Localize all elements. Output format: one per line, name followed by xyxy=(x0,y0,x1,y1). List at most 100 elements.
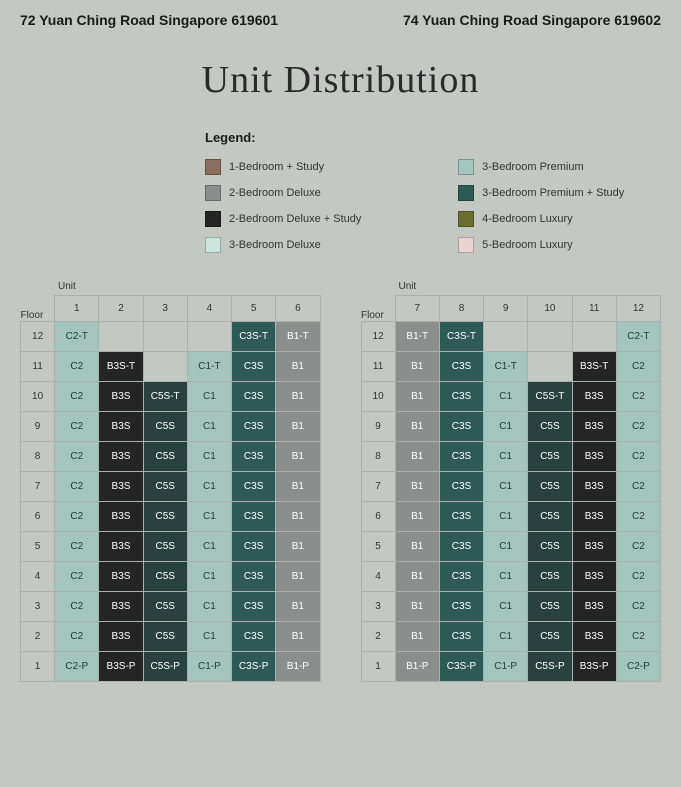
legend-label: 3-Bedroom Premium xyxy=(482,161,583,173)
unit-cell: C3S xyxy=(232,352,276,382)
unit-cell: C1 xyxy=(484,412,528,442)
unit-cell: C2 xyxy=(616,352,660,382)
unit-cell: B3S xyxy=(99,562,143,592)
unit-cell: C3S xyxy=(439,382,483,412)
table-row: 11C2B3S-TC1-TC3SB1 xyxy=(21,352,321,382)
unit-cell: C5S xyxy=(143,622,187,652)
unit-cell: C5S xyxy=(528,442,572,472)
unit-cell: C1 xyxy=(484,532,528,562)
column-header: 6 xyxy=(276,296,320,322)
table-row: 7B1C3SC1C5SB3SC2 xyxy=(361,472,661,502)
legend-label: 2-Bedroom Deluxe + Study xyxy=(229,213,361,225)
column-header: 4 xyxy=(187,296,231,322)
unit-cell: C3S xyxy=(439,562,483,592)
unit-cell: C5S xyxy=(143,502,187,532)
unit-cell: B3S-P xyxy=(99,652,143,682)
unit-cell: C2 xyxy=(616,592,660,622)
unit-cell: C3S xyxy=(232,382,276,412)
floor-header: 4 xyxy=(361,562,395,592)
unit-cell: C1 xyxy=(484,472,528,502)
unit-cell: B1-T xyxy=(276,322,320,352)
legend-label: 4-Bedroom Luxury xyxy=(482,213,573,225)
unit-cell: C1 xyxy=(187,502,231,532)
table-row: 8B1C3SC1C5SB3SC2 xyxy=(361,442,661,472)
unit-cell: C2 xyxy=(55,502,99,532)
legend-swatch xyxy=(458,211,474,227)
unit-cell: C3S xyxy=(232,622,276,652)
unit-cell: C1-P xyxy=(187,652,231,682)
unit-cell: C1 xyxy=(484,622,528,652)
legend-item: 2-Bedroom Deluxe + Study xyxy=(205,211,418,227)
legend-label: 5-Bedroom Luxury xyxy=(482,239,573,251)
unit-cell: B3S xyxy=(572,382,616,412)
unit-cell: C1 xyxy=(187,412,231,442)
floor-header: 8 xyxy=(21,442,55,472)
legend-item: 4-Bedroom Luxury xyxy=(458,211,681,227)
unit-cell: C1 xyxy=(187,532,231,562)
right-unit-table: Floor78910111212B1-TC3S-TC2-T11B1C3SC1-T… xyxy=(361,295,662,682)
legend-swatch xyxy=(205,237,221,253)
legend-item: 1-Bedroom + Study xyxy=(205,159,418,175)
table-row: 3C2B3SC5SC1C3SB1 xyxy=(21,592,321,622)
unit-cell: C2 xyxy=(55,412,99,442)
unit-cell: C2-T xyxy=(55,322,99,352)
unit-cell: B1 xyxy=(276,532,320,562)
unit-cell: C3S-P xyxy=(439,652,483,682)
unit-cell: C3S xyxy=(439,532,483,562)
legend-item: 3-Bedroom Deluxe xyxy=(205,237,418,253)
legend-swatch xyxy=(205,185,221,201)
column-header: 1 xyxy=(55,296,99,322)
unit-cell: B3S xyxy=(572,472,616,502)
legend-label: 3-Bedroom Deluxe xyxy=(229,239,321,251)
floor-corner: Floor xyxy=(361,296,395,322)
legend-label: 3-Bedroom Premium + Study xyxy=(482,187,624,199)
legend-grid: 1-Bedroom + Study 3-Bedroom Premium 2-Bedr… xyxy=(205,159,681,253)
unit-cell: C3S xyxy=(232,412,276,442)
column-header: 7 xyxy=(395,296,439,322)
floor-header: 3 xyxy=(21,592,55,622)
unit-cell: B3S xyxy=(572,412,616,442)
unit-cell: C2-T xyxy=(616,322,660,352)
unit-cell: C2 xyxy=(55,592,99,622)
right-table-wrap: Unit Floor78910111212B1-TC3S-TC2-T11B1C3… xyxy=(361,281,662,682)
unit-cell: B3S xyxy=(99,622,143,652)
legend-item: 5-Bedroom Luxury xyxy=(458,237,681,253)
table-row: 3B1C3SC1C5SB3SC2 xyxy=(361,592,661,622)
floor-header: 12 xyxy=(361,322,395,352)
floor-header: 11 xyxy=(361,352,395,382)
unit-cell: C1 xyxy=(484,442,528,472)
unit-cell: B1 xyxy=(276,502,320,532)
unit-cell: B3S xyxy=(99,382,143,412)
unit-cell: C2 xyxy=(616,412,660,442)
unit-cell: B3S-T xyxy=(572,352,616,382)
unit-cell: B1 xyxy=(395,382,439,412)
floor-header: 4 xyxy=(21,562,55,592)
unit-cell: C5S xyxy=(143,592,187,622)
unit-cell xyxy=(528,352,572,382)
unit-cell: B3S xyxy=(572,562,616,592)
unit-cell: C3S xyxy=(232,532,276,562)
legend: Legend: 1-Bedroom + Study3-Bedroom Premi… xyxy=(205,130,681,253)
floor-header: 7 xyxy=(361,472,395,502)
table-row: 10C2B3SC5S-TC1C3SB1 xyxy=(21,382,321,412)
column-header: 11 xyxy=(572,296,616,322)
unit-cell: C3S xyxy=(232,592,276,622)
unit-cell: B3S xyxy=(99,442,143,472)
unit-cell: B1-T xyxy=(395,322,439,352)
unit-cell: B1 xyxy=(395,472,439,502)
unit-cell: C2 xyxy=(616,532,660,562)
unit-cell: C3S xyxy=(439,502,483,532)
unit-cell xyxy=(143,322,187,352)
left-unit-table: Floor12345612C2-TC3S-TB1-T11C2B3S-TC1-TC… xyxy=(20,295,321,682)
unit-cell: C3S-P xyxy=(232,652,276,682)
floor-corner: Floor xyxy=(21,296,55,322)
unit-cell: C2 xyxy=(55,562,99,592)
unit-cell: B1 xyxy=(395,412,439,442)
unit-cell: C2 xyxy=(616,472,660,502)
unit-cell: B1 xyxy=(395,592,439,622)
legend-swatch xyxy=(458,185,474,201)
left-table-wrap: Unit Floor12345612C2-TC3S-TB1-T11C2B3S-T… xyxy=(20,281,321,682)
unit-cell: B1 xyxy=(395,622,439,652)
table-row: 9B1C3SC1C5SB3SC2 xyxy=(361,412,661,442)
unit-cell: C3S-T xyxy=(439,322,483,352)
